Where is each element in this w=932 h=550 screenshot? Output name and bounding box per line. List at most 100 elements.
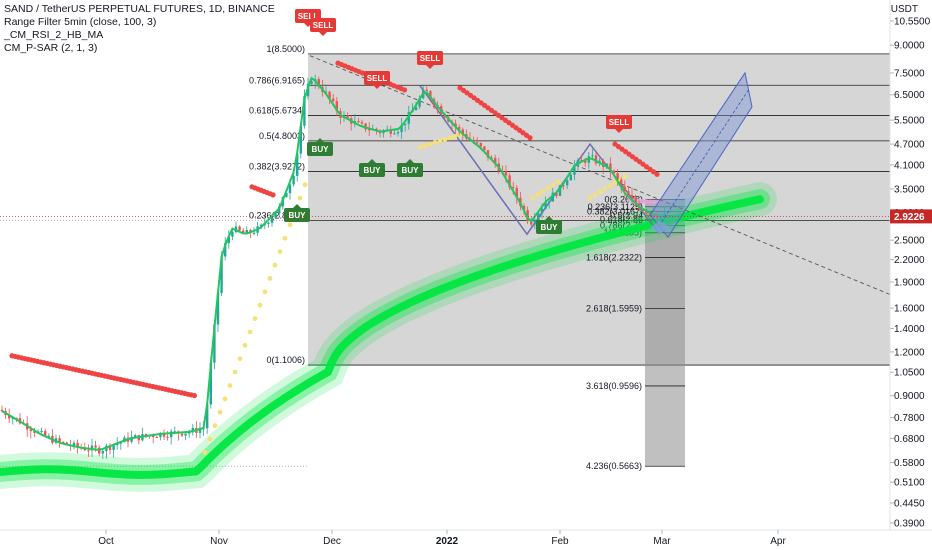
fib-level-label: 0(1.1006) — [266, 355, 305, 365]
axis-unit: USDT — [891, 4, 918, 15]
signal-pointer — [426, 65, 434, 69]
candle-body — [656, 216, 659, 219]
y-tick-label: 10.5500 — [894, 17, 931, 28]
candle-body — [659, 215, 662, 219]
y-tick-label: 1.0500 — [894, 368, 925, 379]
psar-dot — [555, 179, 561, 185]
candle-body — [328, 91, 331, 99]
buy-signal: BUY — [397, 159, 423, 177]
signal-label: SELL — [367, 74, 388, 83]
signal-pointer — [373, 85, 381, 89]
candle-body — [368, 129, 371, 131]
candle-body — [227, 236, 230, 244]
signal-pointer — [368, 159, 376, 163]
y-tick-label: 3.5000 — [894, 184, 925, 195]
candle-body — [285, 193, 288, 198]
candle-body — [310, 81, 313, 84]
candle-body — [231, 232, 234, 237]
candle-body — [346, 115, 349, 119]
candle-body — [278, 206, 281, 214]
fib-extension-zone — [645, 232, 685, 467]
fib-small-label: 0.382(3.0167) — [587, 207, 643, 217]
psar-dot — [597, 189, 603, 195]
psar-dot — [247, 329, 253, 335]
candle-body — [486, 150, 490, 158]
candle-body — [170, 431, 173, 438]
candle-body — [155, 437, 158, 439]
candle-body — [134, 435, 137, 437]
candle-body — [418, 98, 421, 107]
candle-body — [533, 220, 536, 225]
y-axis: 10.5500 9.0000 7.5000 6.5000 5.5000 4.7000 4.1… — [0, 0, 932, 530]
psar-dot — [422, 143, 428, 149]
y-tick-label: 0.4450 — [894, 498, 925, 509]
y-tick-label: 0.6800 — [894, 434, 925, 445]
psar-dot — [401, 87, 408, 93]
psar-dot — [437, 138, 443, 144]
fib-ext-label: 4.236(0.5663) — [586, 461, 642, 471]
candle-body — [540, 208, 544, 214]
signal-box — [310, 18, 336, 32]
psar-dot — [535, 192, 541, 198]
fib-small-label: 0.786(2.75 — [600, 221, 643, 231]
candle-body — [458, 127, 461, 130]
fib-level-label: 0.618(5.6734) — [249, 105, 305, 115]
diamond-marker — [650, 220, 670, 235]
candle-body — [245, 230, 248, 234]
y-tick-label: 1.6000 — [894, 304, 925, 315]
candle-body — [396, 132, 400, 134]
candle-body — [116, 443, 119, 446]
candle-body — [414, 106, 418, 111]
sell-signal: SELL — [310, 18, 336, 36]
fib-level-label: 1(8.5000) — [266, 44, 305, 54]
psar-dot — [432, 140, 438, 145]
psar-dot — [540, 189, 546, 194]
psar-dot — [212, 423, 218, 429]
psar-dot — [277, 249, 283, 255]
y-tick-label: 4.1000 — [894, 160, 925, 171]
psar-dot — [530, 195, 536, 201]
legend-symbol: SAND / TetherUS PERPETUAL FUTURES, 1D, B… — [4, 3, 275, 15]
candle-body — [562, 185, 565, 187]
range-filter — [1, 76, 665, 451]
candle-body — [641, 209, 644, 211]
candle-body — [162, 432, 166, 437]
fib-ext-label: 2.618(1.5959) — [586, 304, 642, 314]
fib-ext-label: 3.618(0.9596) — [586, 381, 642, 391]
fib-ext-label: 1.618(2.2322) — [586, 252, 642, 262]
candle-body — [40, 431, 43, 433]
psar-dot — [647, 199, 653, 205]
projection-channel — [649, 71, 753, 239]
candle-body — [33, 431, 36, 433]
candle-body — [461, 129, 464, 135]
psar-dot — [452, 133, 458, 139]
candle-body — [558, 185, 562, 196]
candle-body — [260, 224, 263, 227]
candle-body — [425, 89, 428, 92]
psar-dots — [9, 60, 661, 455]
psar-dot — [651, 199, 657, 205]
psar-dot — [217, 409, 223, 415]
candle-body — [184, 433, 187, 436]
candle-body — [580, 160, 583, 162]
signal-label: SELL — [298, 12, 319, 21]
y-tick-label: 0.5100 — [894, 478, 925, 489]
candle-body — [623, 186, 626, 192]
candle-body — [94, 445, 97, 448]
psar-dot — [257, 302, 263, 308]
psar-dot — [545, 185, 551, 191]
psar-dot — [237, 356, 243, 362]
psar-dot — [550, 182, 556, 188]
candle-body — [288, 184, 292, 194]
candle-body — [112, 445, 115, 450]
signal-box — [397, 163, 423, 177]
candle-body — [645, 210, 648, 214]
candle-body — [634, 197, 637, 204]
candle-body — [58, 438, 61, 442]
signal-pointer — [293, 204, 301, 208]
y-tick-label: 2.5000 — [894, 236, 925, 247]
y-tick-label: 0.7800 — [894, 413, 925, 424]
buy-signal: BUY — [284, 204, 310, 222]
candle-body — [292, 175, 295, 185]
